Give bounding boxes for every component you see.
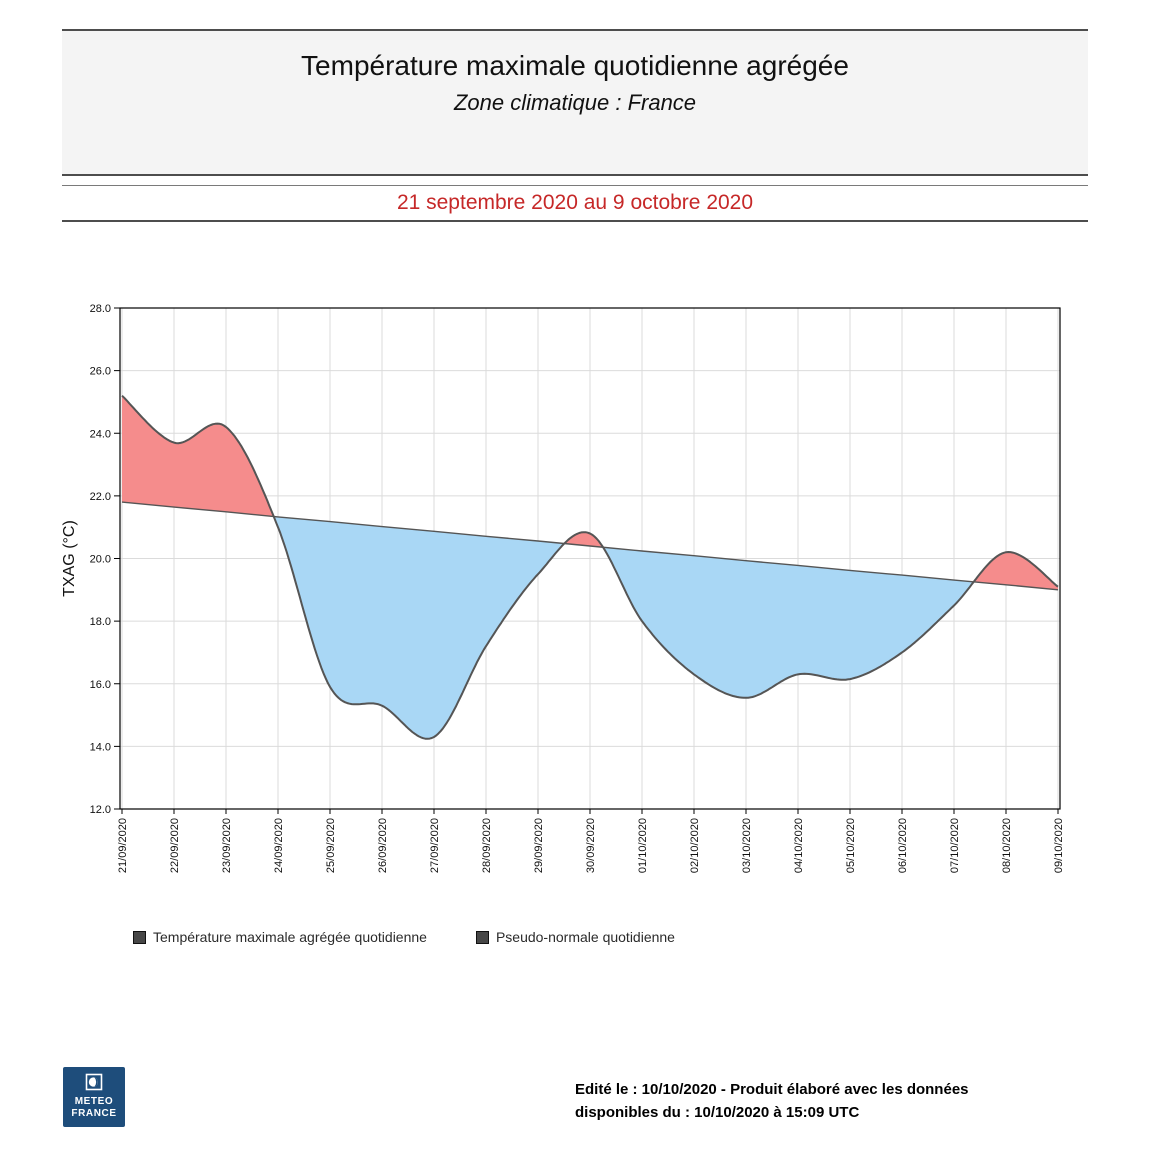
x-tick-label: 09/10/2020: [1053, 818, 1065, 873]
logo-text-meteo: METEO: [74, 1096, 114, 1107]
x-tick-label: 30/09/2020: [585, 818, 597, 873]
y-tick-label: 24.0: [90, 428, 111, 440]
x-tick-label: 23/09/2020: [221, 818, 233, 873]
legend-label-normale: Pseudo-normale quotidienne: [495, 929, 675, 945]
logo-text-france: FRANCE: [71, 1108, 117, 1119]
y-tick-label: 12.0: [90, 804, 111, 816]
x-tick-label: 07/10/2020: [949, 818, 961, 873]
x-tick-label: 26/09/2020: [377, 818, 389, 873]
y-tick-label: 28.0: [90, 303, 111, 315]
x-tick-label: 27/09/2020: [429, 818, 441, 873]
legend-item-temperature: Température maximale agrégée quotidienne: [133, 929, 427, 945]
legend-label-temperature: Température maximale agrégée quotidienne: [153, 929, 427, 945]
edition-note-line2: disponibles du : 10/10/2020 à 15:09 UTC: [575, 1104, 860, 1122]
x-tick-label: 01/10/2020: [637, 818, 649, 873]
x-tick-label: 04/10/2020: [793, 818, 805, 873]
temperature-chart: 28.0 26.0 24.0 22.0 20.0 18.0 16.0 14.0 12.0 21/0…: [61, 303, 1065, 873]
x-tick-label: 03/10/2020: [741, 818, 753, 873]
page-subtitle: Zone climatique : France: [453, 90, 697, 115]
y-tick-label: 26.0: [90, 366, 111, 378]
meteo-france-logo-icon: [85, 1073, 103, 1091]
x-tick-label: 29/09/2020: [533, 818, 545, 873]
temperature-series-swatch-icon: [133, 930, 146, 944]
y-tick-label: 22.0: [90, 491, 111, 503]
x-tick-label: 06/10/2020: [897, 818, 909, 873]
page-title: Température maximale quotidienne agrégée: [301, 50, 849, 81]
y-tick-label: 18.0: [90, 616, 111, 628]
x-tick-label: 02/10/2020: [689, 818, 701, 873]
period-band: 21 septembre 2020 au 9 octobre 2020: [62, 185, 1088, 222]
x-tick-label: 05/10/2020: [845, 818, 857, 873]
x-tick-label: 25/09/2020: [325, 818, 337, 873]
y-axis-title: TXAG (°C): [61, 520, 78, 597]
legend: Température maximale agrégée quotidienne…: [133, 929, 675, 945]
edition-note-line1: Edité le : 10/10/2020 - Produit élaboré …: [575, 1081, 969, 1098]
meteo-france-logo: METEO FRANCE: [63, 1067, 125, 1127]
x-tick-label: 22/09/2020: [169, 818, 181, 873]
period-label: 21 septembre 2020 au 9 octobre 2020: [396, 191, 754, 214]
header: Température maximale quotidienne agrégée…: [62, 29, 1088, 176]
x-tick-label: 08/10/2020: [1001, 818, 1013, 873]
x-tick-label: 21/09/2020: [117, 818, 129, 873]
legend-item-normale: Pseudo-normale quotidienne: [475, 929, 675, 945]
x-tick-label: 28/09/2020: [481, 818, 493, 873]
edition-note: Edité le : 10/10/2020 - Produit élaboré …: [575, 1078, 1045, 1125]
y-tick-label: 14.0: [90, 741, 111, 753]
y-tick-label: 16.0: [90, 679, 111, 691]
normale-series-swatch-icon: [475, 930, 489, 944]
y-tick-label: 20.0: [90, 554, 111, 566]
x-tick-label: 24/09/2020: [273, 818, 285, 873]
